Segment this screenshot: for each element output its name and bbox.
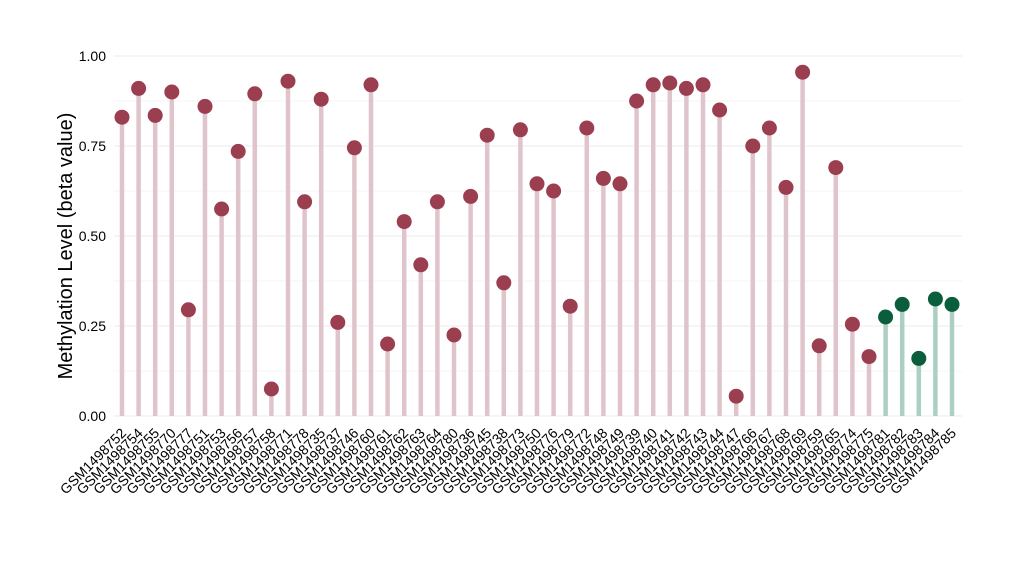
- data-point: [263, 381, 279, 397]
- data-point: [131, 80, 147, 96]
- data-point: [595, 170, 611, 186]
- data-point: [164, 84, 180, 100]
- data-point: [114, 109, 130, 125]
- data-point: [562, 298, 578, 314]
- data-point: [446, 327, 462, 343]
- y-axis-title: Methylation Level (beta value): [55, 113, 77, 380]
- data-point: [712, 102, 728, 118]
- y-tick-label: 0.75: [79, 138, 106, 154]
- data-point: [363, 77, 379, 93]
- y-tick-label: 0.50: [79, 228, 106, 244]
- data-point: [645, 77, 661, 93]
- data-point: [629, 93, 645, 109]
- data-point: [795, 64, 811, 80]
- data-point: [761, 120, 777, 136]
- data-point: [147, 107, 163, 123]
- data-point: [894, 296, 910, 312]
- data-point: [911, 350, 927, 366]
- data-point: [944, 296, 960, 312]
- y-axis-ticks: 0.00 0.25 0.50 0.75 1.00: [79, 48, 106, 424]
- y-tick-label: 0.25: [79, 318, 106, 334]
- y-tick-label: 0.00: [79, 408, 106, 424]
- data-point: [313, 91, 329, 107]
- data-point: [728, 388, 744, 404]
- data-point: [811, 338, 827, 354]
- x-axis-labels: GSM1498752GSM1498754GSM1498755GSM1498770…: [57, 425, 960, 498]
- data-point: [612, 176, 628, 192]
- data-point: [396, 214, 412, 230]
- stems: [119, 72, 955, 416]
- data-point: [861, 349, 877, 365]
- data-point: [745, 138, 761, 154]
- data-point: [512, 122, 528, 138]
- data-point: [413, 257, 429, 273]
- data-point: [463, 188, 479, 204]
- data-point: [579, 120, 595, 136]
- data-point: [280, 73, 296, 89]
- data-point: [844, 316, 860, 332]
- data-point: [662, 75, 678, 91]
- data-point: [546, 183, 562, 199]
- data-point: [380, 336, 396, 352]
- data-point: [529, 176, 545, 192]
- y-tick-label: 1.00: [79, 48, 106, 64]
- data-point: [778, 179, 794, 195]
- data-point: [214, 201, 230, 217]
- data-point: [678, 80, 694, 96]
- data-point: [346, 140, 362, 156]
- data-point: [927, 291, 943, 307]
- data-point: [479, 127, 495, 143]
- data-point: [247, 86, 263, 102]
- data-point: [197, 98, 213, 114]
- data-point: [330, 314, 346, 330]
- points: [114, 64, 960, 404]
- data-point: [878, 309, 894, 325]
- data-point: [297, 194, 313, 210]
- data-point: [828, 160, 844, 176]
- data-point: [180, 302, 196, 318]
- data-point: [695, 77, 711, 93]
- data-point: [429, 194, 445, 210]
- data-point: [230, 143, 246, 159]
- data-point: [496, 275, 512, 291]
